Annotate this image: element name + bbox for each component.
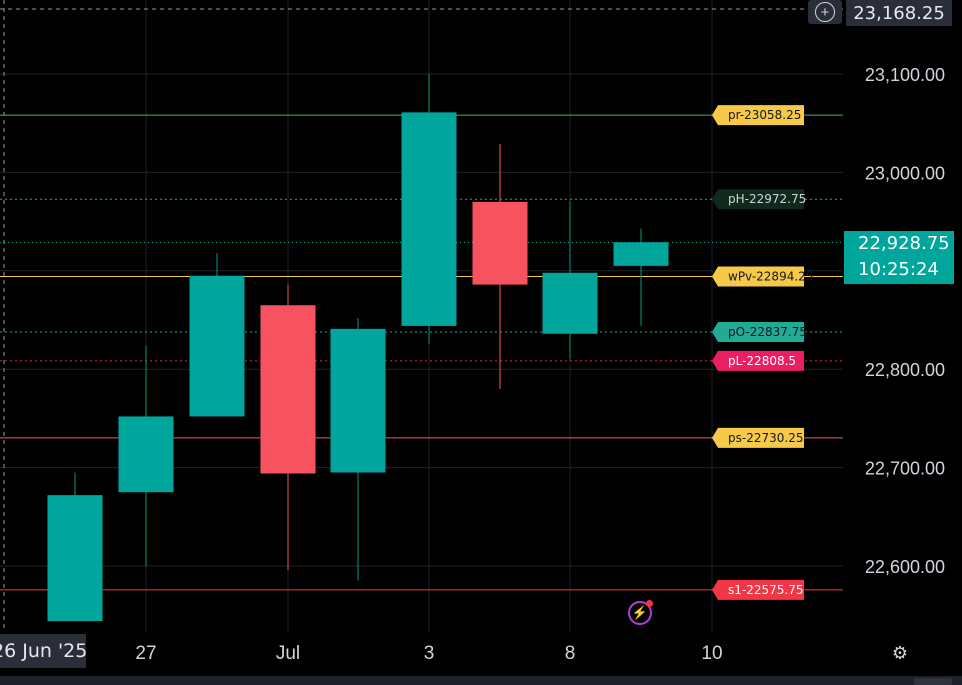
bottom-toolbar xyxy=(0,676,962,685)
y-tick-label: 23,100.00 xyxy=(865,65,945,85)
candle-body xyxy=(613,242,669,266)
candle-body xyxy=(330,328,386,473)
y-tick-label: 23,000.00 xyxy=(865,163,945,183)
y-tick-label: 22,600.00 xyxy=(865,557,945,577)
level-tag xyxy=(712,322,804,343)
level-tag-label: s1-22575.75 xyxy=(728,583,803,597)
level-tag-label: pO-22837.75 xyxy=(728,325,807,339)
level-tag xyxy=(712,579,804,600)
level-tag xyxy=(712,350,804,371)
y-tick-label: 22,800.00 xyxy=(865,360,945,380)
candle-body xyxy=(260,305,316,474)
candle-body xyxy=(47,495,103,622)
level-tag xyxy=(712,189,804,210)
last-price-badge: 22,928.75 10:25:24 xyxy=(844,231,954,284)
bar-countdown: 10:25:24 xyxy=(858,259,939,280)
flash-icon[interactable]: ⚡ xyxy=(628,600,653,625)
candle-body xyxy=(118,416,174,493)
level-tag-label: ps-22730.25 xyxy=(728,431,803,445)
level-tag xyxy=(712,427,804,448)
scroll-handle[interactable] xyxy=(914,678,952,685)
add-button[interactable]: + xyxy=(808,0,842,24)
level-tag xyxy=(712,266,804,287)
last-price: 22,928.75 xyxy=(858,233,950,254)
crosshair-price-label: 23,168.25 xyxy=(846,0,952,26)
candle-body xyxy=(401,112,457,326)
x-tick-label: 27 xyxy=(135,643,156,664)
level-tag xyxy=(712,105,804,126)
candle-body xyxy=(472,201,528,285)
y-tick-label: 22,700.00 xyxy=(865,459,945,479)
x-tick-label: Jul xyxy=(276,643,300,664)
settings-icon[interactable]: ⚙ xyxy=(891,642,909,663)
x-tick-label: 3 xyxy=(424,643,435,664)
level-tag-label: pH-22972.75 xyxy=(728,192,806,206)
candle-body xyxy=(542,272,598,334)
level-tag-label: pr-23058.25 xyxy=(728,108,801,122)
level-tag-label: wPv-22894.25 xyxy=(728,269,813,283)
crosshair-date-label: 26 Jun '25 xyxy=(0,634,86,668)
level-tag-label: pL-22808.5 xyxy=(728,354,796,368)
x-tick-label: 8 xyxy=(565,643,576,664)
plus-circle-icon: + xyxy=(815,2,835,22)
x-tick-label: 10 xyxy=(701,643,722,664)
candle-body xyxy=(189,275,245,417)
notification-dot xyxy=(646,600,653,607)
